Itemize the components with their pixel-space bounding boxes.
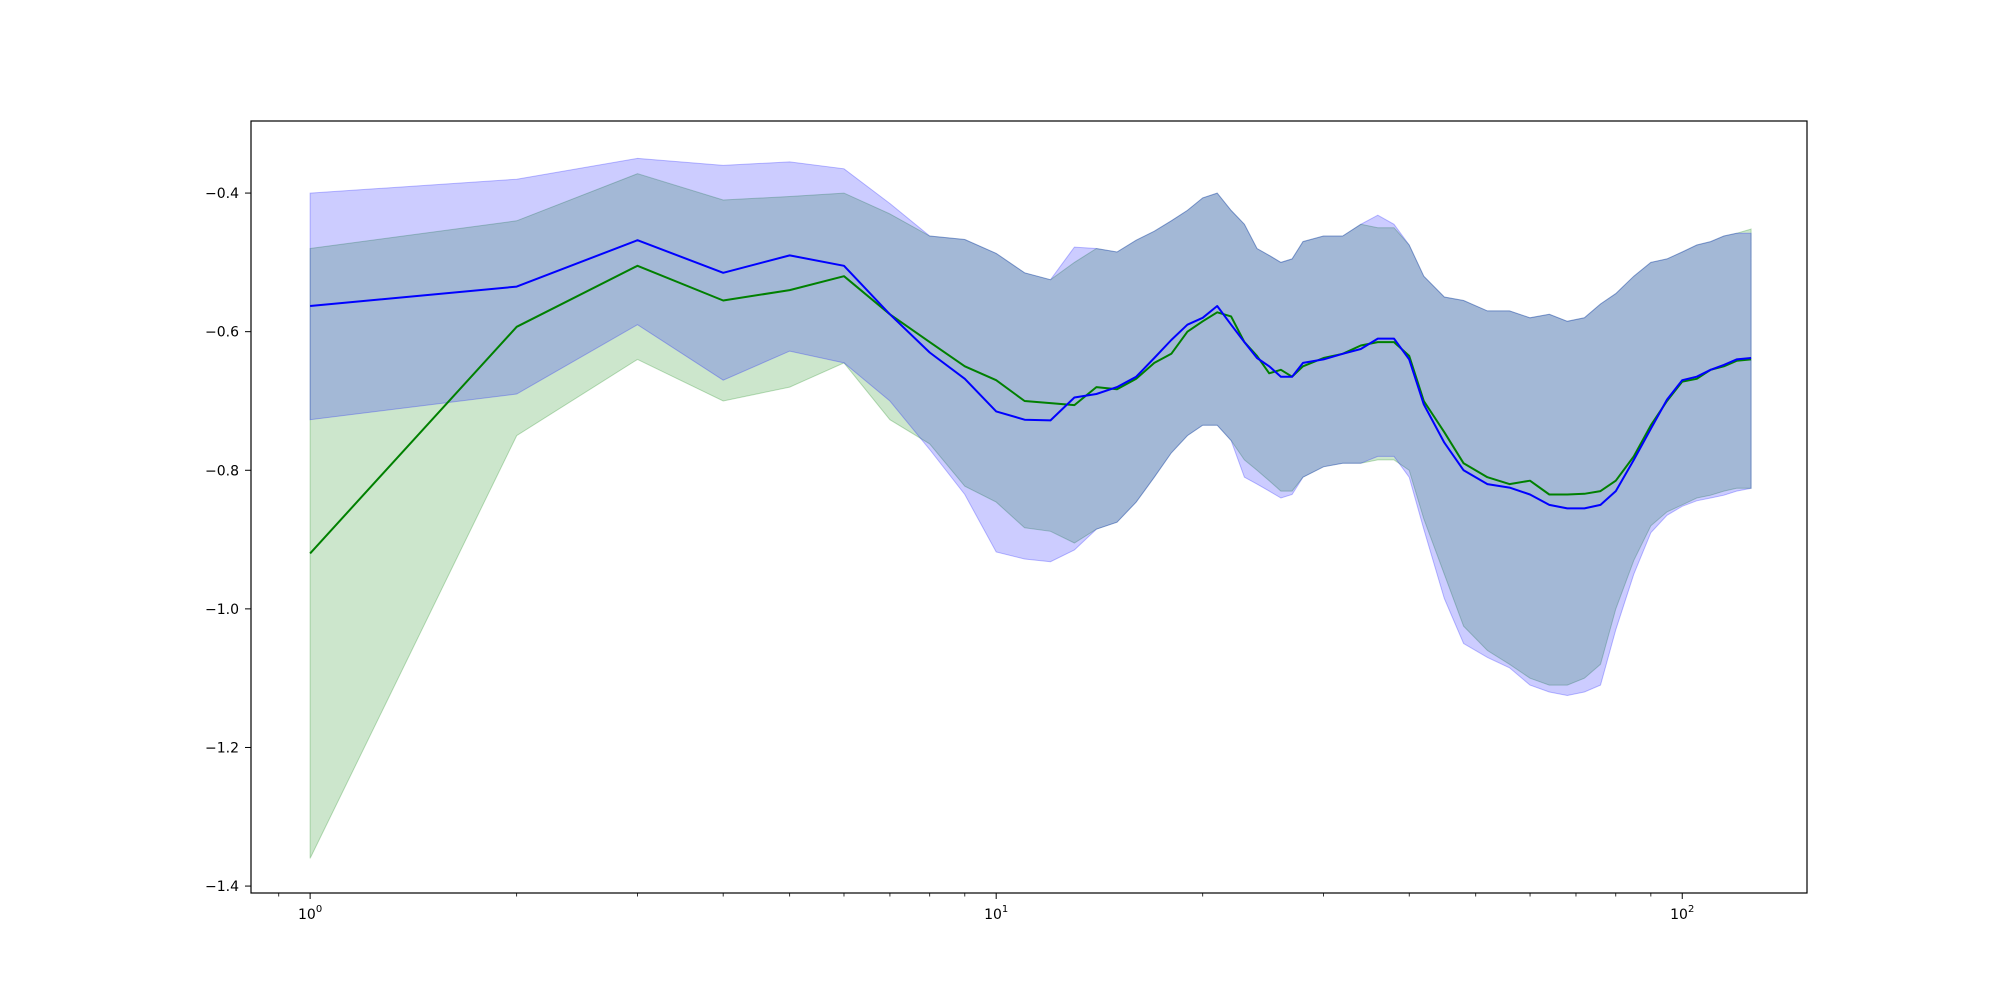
y-tick-label: −0.8 — [205, 463, 239, 479]
y-tick-label: −0.4 — [205, 186, 239, 202]
y-axis: −0.4 −0.6 −0.8 −1.0 −1.2 −1.4 — [205, 186, 251, 895]
plot-frame — [250, 120, 1808, 894]
series-2-line — [310, 239, 1752, 510]
y-tick-label: −0.6 — [205, 325, 239, 341]
x-tick-label: 102 — [1670, 904, 1694, 923]
x-tick-label: 100 — [298, 904, 322, 923]
y-tick-label: −1.2 — [205, 740, 239, 756]
series-2-band — [309, 157, 1752, 697]
series-lines — [309, 239, 1752, 555]
series-1-line — [309, 264, 1752, 555]
x-tick-label: 101 — [984, 904, 1008, 923]
series-1-band — [309, 173, 1752, 859]
y-tick-label: −1.4 — [205, 879, 239, 895]
x-axis: 100 101 102 — [278, 893, 1694, 923]
confidence-bands — [309, 157, 1752, 859]
y-tick-label: −1.0 — [205, 602, 239, 618]
